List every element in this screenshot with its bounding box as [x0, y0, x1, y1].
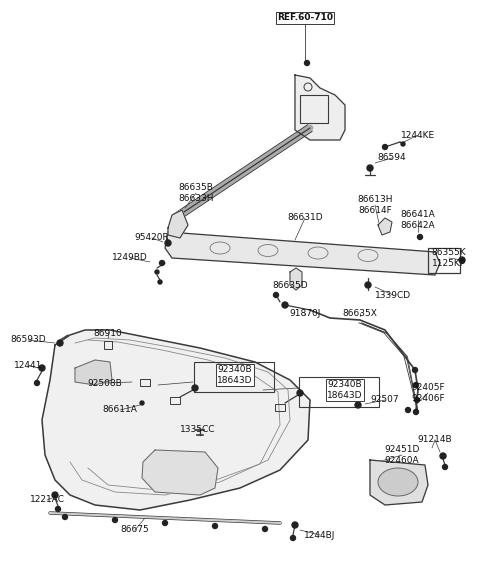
Text: 86635D: 86635D: [272, 281, 308, 289]
Text: 91870J: 91870J: [289, 308, 321, 317]
Text: REF.60-710: REF.60-710: [277, 14, 333, 22]
Text: 92340B
18643D: 92340B 18643D: [327, 380, 363, 400]
Bar: [300, 95, 328, 123]
Bar: [140, 379, 150, 386]
Text: 86611A: 86611A: [103, 406, 137, 414]
Polygon shape: [370, 460, 428, 505]
Text: 12441: 12441: [14, 360, 42, 370]
Circle shape: [355, 402, 361, 408]
Polygon shape: [142, 450, 218, 495]
Circle shape: [52, 492, 58, 498]
Circle shape: [413, 410, 419, 414]
Circle shape: [412, 367, 418, 372]
Circle shape: [163, 520, 168, 525]
Polygon shape: [378, 218, 392, 235]
Circle shape: [35, 380, 39, 386]
Text: 86635B
86633H: 86635B 86633H: [178, 183, 214, 203]
Text: 86613H
86614F: 86613H 86614F: [357, 195, 393, 215]
Polygon shape: [42, 330, 310, 510]
Circle shape: [155, 270, 159, 274]
Polygon shape: [165, 232, 440, 275]
Text: 92508B: 92508B: [88, 379, 122, 387]
Circle shape: [440, 453, 446, 459]
Circle shape: [282, 302, 288, 308]
Text: 91214B: 91214B: [418, 435, 452, 445]
Text: 86355K
1125KP: 86355K 1125KP: [432, 248, 466, 268]
Bar: [170, 397, 180, 403]
Ellipse shape: [378, 468, 418, 496]
Text: 92507: 92507: [371, 395, 399, 405]
Circle shape: [367, 165, 373, 171]
Text: 1244KE: 1244KE: [401, 131, 435, 139]
Circle shape: [415, 398, 420, 402]
Circle shape: [159, 261, 165, 265]
Circle shape: [140, 401, 144, 405]
Bar: [104, 341, 112, 349]
Circle shape: [292, 522, 298, 528]
Circle shape: [213, 524, 217, 528]
Polygon shape: [75, 360, 112, 385]
Circle shape: [39, 365, 45, 371]
Polygon shape: [290, 268, 302, 290]
Text: 1339CD: 1339CD: [375, 291, 411, 300]
Text: 86593D: 86593D: [10, 336, 46, 344]
Circle shape: [165, 240, 171, 246]
Text: 1244BJ: 1244BJ: [304, 531, 336, 540]
Text: 92405F
92406F: 92405F 92406F: [411, 383, 445, 403]
Circle shape: [383, 144, 387, 150]
Text: 1335CC: 1335CC: [180, 426, 216, 434]
Circle shape: [263, 527, 267, 532]
Circle shape: [443, 465, 447, 469]
Polygon shape: [295, 75, 345, 140]
Text: 1221AC: 1221AC: [29, 496, 64, 504]
Text: 86910: 86910: [94, 328, 122, 337]
Text: 86631D: 86631D: [287, 214, 323, 222]
Circle shape: [406, 407, 410, 413]
Circle shape: [418, 234, 422, 240]
Circle shape: [112, 517, 118, 523]
Circle shape: [62, 515, 68, 520]
Text: 92451D
92460A: 92451D 92460A: [384, 445, 420, 465]
Circle shape: [297, 390, 303, 396]
Text: 86675: 86675: [120, 525, 149, 535]
Circle shape: [365, 282, 371, 288]
Text: 86594: 86594: [378, 154, 406, 163]
Bar: [275, 403, 285, 410]
Circle shape: [57, 340, 63, 346]
Text: 86641A
86642A: 86641A 86642A: [401, 210, 435, 230]
Text: 1249BD: 1249BD: [112, 253, 148, 262]
Bar: [428, 248, 460, 273]
Polygon shape: [168, 210, 188, 238]
Circle shape: [158, 280, 162, 284]
Circle shape: [401, 142, 405, 146]
Circle shape: [304, 61, 310, 65]
Circle shape: [459, 257, 465, 263]
Circle shape: [192, 385, 198, 391]
Text: 95420R: 95420R: [134, 234, 169, 242]
Text: 92340B
18643D: 92340B 18643D: [217, 366, 253, 384]
Circle shape: [413, 383, 419, 387]
Text: 86635X: 86635X: [343, 308, 377, 317]
Circle shape: [290, 536, 296, 540]
Circle shape: [274, 292, 278, 297]
Circle shape: [56, 507, 60, 512]
